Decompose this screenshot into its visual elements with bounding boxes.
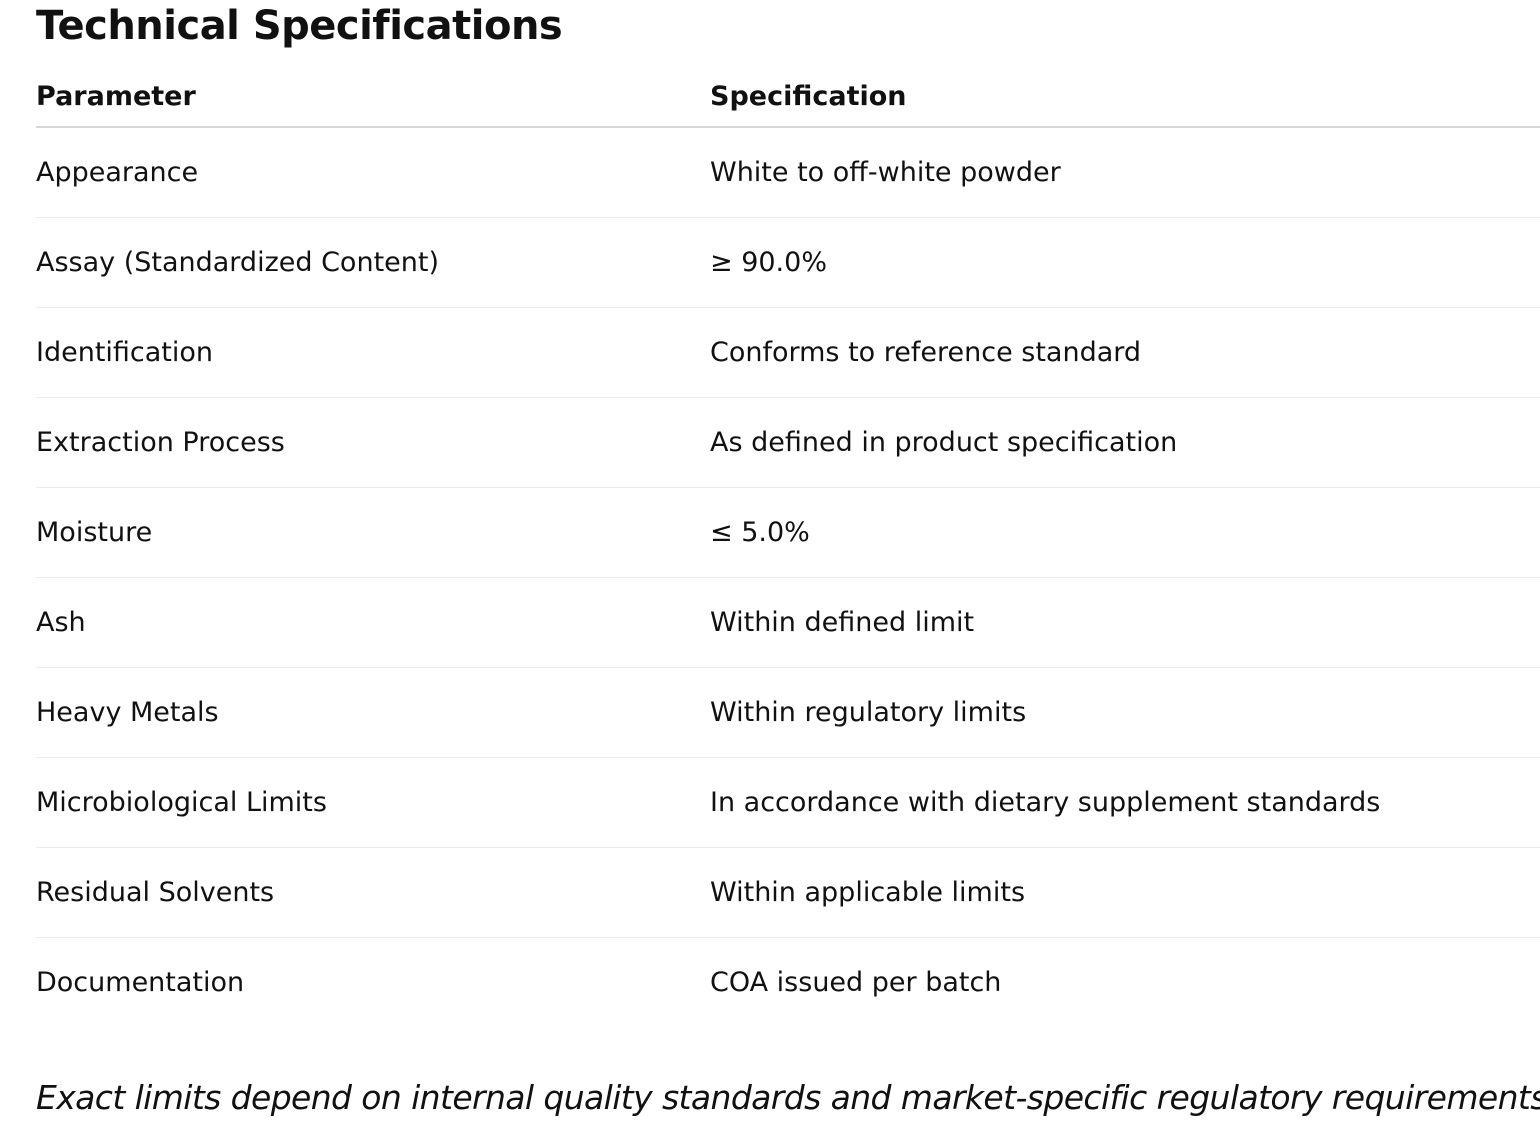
- table-row: Assay (Standardized Content) ≥ 90.0%: [36, 217, 1540, 308]
- specification-cell: Conforms to reference standard: [710, 307, 1540, 398]
- column-header-parameter: Parameter: [36, 66, 710, 128]
- table-row: Residual Solvents Within applicable limi…: [36, 847, 1540, 938]
- table-row: Microbiological Limits In accordance wit…: [36, 757, 1540, 848]
- specification-cell: White to off-white powder: [710, 127, 1540, 218]
- specification-cell: Within applicable limits: [710, 847, 1540, 938]
- specification-cell: ≤ 5.0%: [710, 487, 1540, 578]
- specification-cell: In accordance with dietary supplement st…: [710, 757, 1540, 848]
- column-header-specification: Specification: [710, 66, 1540, 128]
- table-header-row: Parameter Specification: [36, 66, 1540, 128]
- table-row: Appearance White to off-white powder: [36, 127, 1540, 218]
- parameter-cell: Documentation: [36, 967, 245, 998]
- table-row: Extraction Process As defined in product…: [36, 397, 1540, 488]
- specifications-table: Parameter Specification Appearance White…: [36, 66, 1540, 1027]
- specification-cell: COA issued per batch: [710, 967, 1002, 998]
- page-title: Technical Specifications: [36, 3, 563, 49]
- parameter-cell: Microbiological Limits: [36, 757, 710, 848]
- parameter-cell: Appearance: [36, 127, 710, 218]
- table-row: Moisture ≤ 5.0%: [36, 487, 1540, 578]
- parameter-cell: Heavy Metals: [36, 667, 710, 758]
- parameter-cell: Assay (Standardized Content): [36, 217, 710, 308]
- specification-cell: As defined in product specification: [710, 397, 1540, 488]
- parameter-cell: Residual Solvents: [36, 847, 710, 938]
- table-row: Identification Conforms to reference sta…: [36, 307, 1540, 398]
- specification-cell: ≥ 90.0%: [710, 217, 1540, 308]
- footnote: Exact limits depend on internal quality …: [36, 1078, 1540, 1117]
- parameter-cell: Identification: [36, 307, 710, 398]
- parameter-cell: Moisture: [36, 487, 710, 578]
- parameter-cell: Ash: [36, 577, 710, 668]
- table-row: Ash Within defined limit: [36, 577, 1540, 668]
- specification-cell: Within defined limit: [710, 577, 1540, 668]
- table-row: Documentation COA issued per batch: [36, 938, 1540, 1028]
- parameter-cell: Extraction Process: [36, 397, 710, 488]
- specification-cell: Within regulatory limits: [710, 667, 1540, 758]
- table-row: Heavy Metals Within regulatory limits: [36, 667, 1540, 758]
